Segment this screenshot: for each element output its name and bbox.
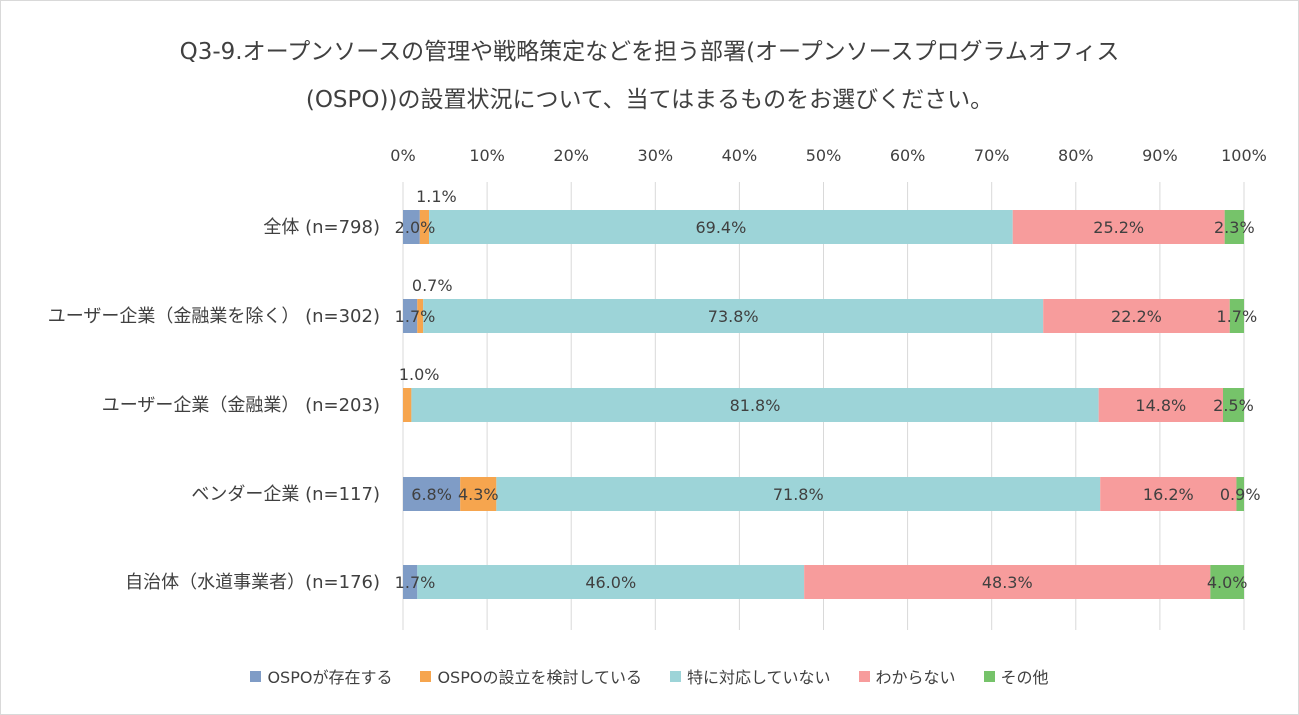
bar-segment: [1224, 210, 1244, 244]
data-label: 46.0%: [585, 573, 636, 592]
chart-title: Q3-9.オープンソースの管理や戦略策定などを担う部署(オープンソースプログラム…: [0, 28, 1299, 124]
bar-segment: [804, 565, 1211, 599]
bar-segment: [423, 299, 1044, 333]
legend-item: 特に対応していない: [669, 664, 831, 688]
chart-title-line-1: Q3-9.オープンソースの管理や戦略策定などを担う部署(オープンソースプログラム…: [179, 39, 1120, 65]
data-label: 14.8%: [1135, 396, 1186, 415]
bar-segment: [403, 565, 418, 599]
category-label: ベンダー企業 (n=117): [191, 484, 380, 505]
x-tick-label: 10%: [469, 146, 505, 165]
data-label: 48.3%: [982, 573, 1033, 592]
bar-segment: [460, 477, 497, 511]
data-label: 2.3%: [1214, 218, 1255, 237]
bar-segment: [1236, 477, 1244, 511]
x-tick-label: 60%: [890, 146, 926, 165]
bar-segment: [1098, 388, 1223, 422]
data-label: 4.3%: [458, 485, 499, 504]
data-label: 0.7%: [412, 276, 453, 295]
x-tick-label: 90%: [1142, 146, 1178, 165]
category-label: ユーザー企業（金融業を除く） (n=302): [48, 306, 380, 327]
bar-segment: [417, 565, 805, 599]
data-label: 25.2%: [1093, 218, 1144, 237]
data-label: 1.7%: [395, 573, 436, 592]
x-tick-label: 100%: [1221, 146, 1267, 165]
data-label: 71.8%: [773, 485, 824, 504]
data-label: 1.7%: [395, 307, 436, 326]
bar-segment: [403, 388, 412, 422]
chart-legend: OSPOが存在する OSPOの設立を検討している 特に対応していない わからない その他: [0, 664, 1299, 688]
bar-segment: [411, 388, 1099, 422]
bar-segment: [1229, 299, 1244, 333]
data-label: 81.8%: [730, 396, 781, 415]
legend-item: わからない: [858, 664, 956, 688]
legend-label: その他: [1000, 668, 1049, 687]
data-label: 2.0%: [395, 218, 436, 237]
data-label: 1.0%: [399, 365, 440, 384]
data-label: 69.4%: [695, 218, 746, 237]
bar-segment: [417, 299, 424, 333]
data-label: 16.2%: [1143, 485, 1194, 504]
bar-segment: [1100, 477, 1237, 511]
stacked-bar-chart: 0% 10% 20% 30% 40% 50% 60% 70% 80% 90% 100% 全体 (n=7…: [48, 146, 1267, 630]
data-label: 22.2%: [1111, 307, 1162, 326]
data-label: 73.8%: [708, 307, 759, 326]
data-label: 2.5%: [1213, 396, 1254, 415]
chart-title-line-2: (OSPO))の設置状況について、当てはまるものをお選びください。: [305, 87, 994, 113]
x-tick-label: 40%: [722, 146, 758, 165]
bar-segment: [496, 477, 1101, 511]
x-tick-label: 30%: [638, 146, 674, 165]
bar-segment: [403, 477, 461, 511]
legend-item: その他: [983, 664, 1049, 688]
x-tick-label: 80%: [1058, 146, 1094, 165]
bar-segment: [403, 210, 420, 244]
bar-segment: [1043, 299, 1230, 333]
legend-label: OSPOの設立を検討している: [437, 668, 642, 687]
legend-item: OSPOの設立を検討している: [420, 664, 642, 688]
legend-item: OSPOが存在する: [250, 664, 392, 688]
data-label: 0.9%: [1220, 485, 1261, 504]
category-label: ユーザー企業（金融業） (n=203): [102, 395, 380, 416]
bar-segment: [419, 210, 430, 244]
legend-swatch: [420, 670, 432, 682]
bar-segment: [1012, 210, 1225, 244]
x-tick-label: 20%: [553, 146, 589, 165]
bar-segment: [1222, 388, 1244, 422]
x-tick-label: 0%: [390, 146, 415, 165]
legend-swatch: [983, 670, 995, 682]
legend-label: OSPOが存在する: [267, 668, 393, 687]
data-label: 6.8%: [411, 485, 452, 504]
x-tick-label: 70%: [974, 146, 1010, 165]
legend-label: わからない: [875, 668, 956, 687]
bar-segment: [429, 210, 1013, 244]
data-label: 1.1%: [416, 187, 457, 206]
x-tick-label: 50%: [806, 146, 842, 165]
legend-swatch: [250, 670, 262, 682]
bar-segment: [403, 299, 418, 333]
category-label: 自治体（水道事業者）(n=176): [125, 572, 380, 593]
category-label: 全体 (n=798): [263, 217, 380, 238]
legend-swatch: [669, 670, 681, 682]
bar-segment: [1210, 565, 1244, 599]
data-label: 4.0%: [1207, 573, 1248, 592]
legend-label: 特に対応していない: [686, 668, 831, 687]
data-label: 1.7%: [1217, 307, 1258, 326]
legend-swatch: [858, 670, 870, 682]
